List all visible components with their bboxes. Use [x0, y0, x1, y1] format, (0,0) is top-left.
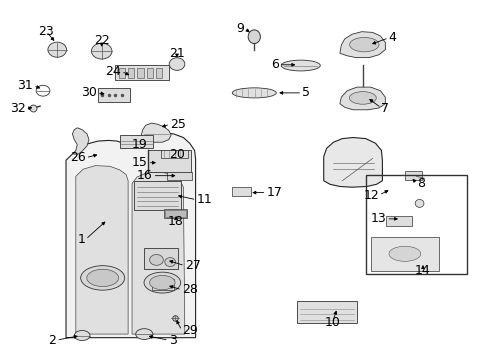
- Text: 4: 4: [388, 31, 396, 44]
- Text: 5: 5: [302, 86, 309, 99]
- Bar: [370, 237, 438, 271]
- Bar: [161, 150, 188, 158]
- Text: 16: 16: [137, 169, 152, 182]
- Text: 21: 21: [169, 47, 184, 60]
- Bar: [365, 175, 466, 274]
- Polygon shape: [339, 32, 385, 58]
- Bar: [404, 171, 421, 180]
- Text: 2: 2: [48, 334, 56, 347]
- Bar: [128, 68, 134, 78]
- Ellipse shape: [414, 199, 423, 207]
- Bar: [167, 172, 191, 180]
- Bar: [297, 301, 356, 323]
- Bar: [147, 150, 190, 172]
- Ellipse shape: [149, 255, 163, 265]
- Text: 9: 9: [236, 22, 244, 35]
- Ellipse shape: [87, 269, 118, 287]
- Bar: [386, 216, 411, 226]
- Text: 24: 24: [105, 65, 121, 78]
- Bar: [232, 187, 250, 196]
- Bar: [134, 181, 181, 210]
- Text: 8: 8: [416, 177, 424, 190]
- Bar: [115, 65, 168, 80]
- Text: 27: 27: [184, 259, 200, 272]
- Polygon shape: [339, 87, 385, 110]
- Polygon shape: [76, 166, 128, 334]
- Polygon shape: [132, 172, 184, 334]
- Text: 26: 26: [70, 151, 85, 164]
- Ellipse shape: [74, 330, 90, 341]
- Ellipse shape: [247, 30, 260, 44]
- Ellipse shape: [91, 43, 112, 59]
- Text: 18: 18: [168, 215, 183, 228]
- Text: 22: 22: [94, 34, 109, 47]
- Ellipse shape: [81, 266, 124, 290]
- Text: 10: 10: [324, 316, 340, 329]
- Polygon shape: [66, 132, 195, 338]
- Text: 32: 32: [10, 102, 25, 115]
- Ellipse shape: [135, 329, 153, 339]
- Bar: [119, 68, 125, 78]
- Text: 3: 3: [168, 334, 176, 347]
- Text: 15: 15: [132, 156, 147, 169]
- Bar: [151, 279, 173, 290]
- Ellipse shape: [149, 275, 175, 290]
- Text: 17: 17: [266, 186, 282, 199]
- Bar: [98, 88, 129, 102]
- Text: 31: 31: [18, 79, 33, 92]
- Text: 23: 23: [39, 25, 54, 38]
- Text: 25: 25: [170, 118, 185, 131]
- Bar: [156, 68, 162, 78]
- Bar: [120, 135, 153, 148]
- Text: 28: 28: [182, 283, 197, 296]
- Ellipse shape: [388, 246, 420, 261]
- Ellipse shape: [232, 88, 276, 98]
- Text: 14: 14: [414, 264, 430, 277]
- Text: 30: 30: [81, 86, 97, 99]
- Polygon shape: [141, 123, 171, 142]
- Text: 29: 29: [182, 324, 197, 337]
- Text: 6: 6: [270, 58, 278, 71]
- Ellipse shape: [281, 60, 320, 71]
- Text: 1: 1: [78, 233, 85, 246]
- Text: 19: 19: [132, 138, 147, 151]
- Text: 11: 11: [196, 193, 212, 206]
- Text: 12: 12: [363, 189, 378, 202]
- Bar: [146, 68, 153, 78]
- Polygon shape: [72, 128, 89, 154]
- Bar: [144, 248, 178, 269]
- Bar: [137, 68, 143, 78]
- Text: 20: 20: [168, 148, 184, 161]
- Ellipse shape: [143, 272, 181, 293]
- Text: 13: 13: [370, 212, 386, 225]
- Text: 7: 7: [381, 102, 388, 114]
- Polygon shape: [323, 138, 382, 187]
- Ellipse shape: [164, 258, 175, 266]
- Ellipse shape: [349, 37, 378, 52]
- Ellipse shape: [48, 42, 66, 57]
- Ellipse shape: [169, 58, 184, 71]
- Bar: [163, 209, 187, 218]
- Ellipse shape: [348, 91, 376, 104]
- Bar: [165, 210, 185, 217]
